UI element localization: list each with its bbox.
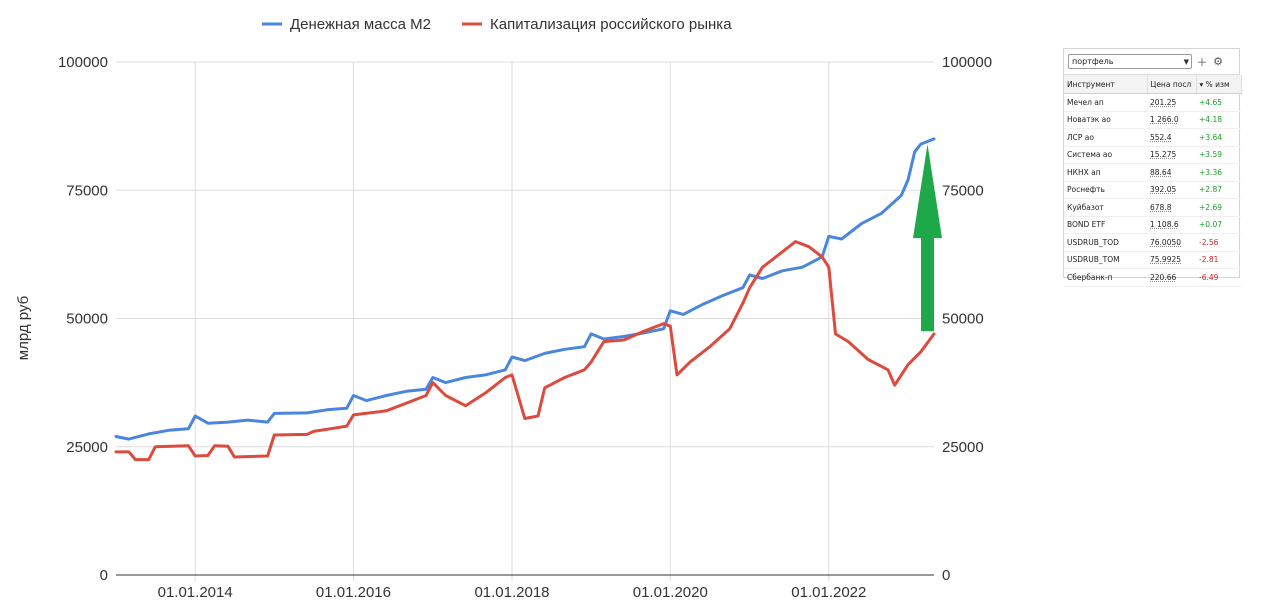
y-axis-label: млрд руб: [15, 296, 32, 360]
price-change: -2.81: [1196, 251, 1241, 269]
chevron-down-icon: ▼: [1183, 57, 1189, 66]
instrument-name: Куйбазот: [1064, 198, 1147, 217]
price-change: +4.18: [1196, 111, 1241, 129]
quotes-table: Инструмент Цена посл ▾ % изм Мечел ап 201…: [1064, 75, 1242, 287]
table-row[interactable]: BOND ETF 1 108.6 +0.07: [1064, 216, 1241, 234]
portfolio-select[interactable]: портфель ▼: [1068, 54, 1192, 69]
table-row[interactable]: ЛСР ао 552.4 +3.64: [1064, 128, 1241, 147]
last-price: 552.4: [1147, 128, 1196, 147]
table-row[interactable]: Роснефть 392.05 +2.87: [1064, 181, 1241, 199]
instrument-name: НКНХ ап: [1064, 163, 1147, 182]
x-tick-label: 01.01.2016: [316, 584, 391, 601]
instrument-name: Система ао: [1064, 146, 1147, 164]
line-chart: Денежная масса М2 Капитализация российско…: [15, 16, 992, 601]
column-header-instrument[interactable]: Инструмент: [1064, 75, 1148, 94]
x-tick-label: 01.01.2020: [633, 584, 708, 601]
legend-label: Капитализация российского рынка: [490, 16, 732, 33]
price-change: +4.65: [1196, 93, 1241, 112]
y-tick-label-right: 75000: [942, 182, 984, 199]
quotes-header-row: Инструмент Цена посл ▾ % изм: [1064, 75, 1242, 94]
price-change: +0.07: [1196, 216, 1241, 234]
table-row[interactable]: USDRUB_TOM 75.9925 -2.81: [1064, 251, 1241, 269]
last-price: 201.25: [1147, 93, 1196, 112]
y-tick-label-right: 50000: [942, 311, 984, 328]
portfolio-select-value: портфель: [1072, 57, 1114, 66]
last-price: 75.9925: [1147, 251, 1196, 269]
y-tick-label-left: 75000: [66, 182, 108, 199]
annotation-layer: [913, 144, 942, 332]
last-price: 1 108.6: [1147, 216, 1196, 234]
price-change: -6.49: [1196, 268, 1241, 287]
gear-icon[interactable]: ⚙: [1213, 55, 1223, 68]
instrument-name: Мечел ап: [1064, 93, 1147, 112]
last-price: 220.66: [1147, 268, 1196, 287]
y-tick-label-right: 25000: [942, 439, 984, 456]
x-tick-label: 01.01.2022: [791, 584, 866, 601]
price-change: +3.59: [1196, 146, 1241, 164]
instrument-name: Новатэк ао: [1064, 111, 1147, 129]
last-price: 678.8: [1147, 198, 1196, 217]
y-tick-label-left: 25000: [66, 439, 108, 456]
column-header-change-label: % изм: [1205, 79, 1230, 89]
price-change: +3.36: [1196, 163, 1241, 182]
price-change: +2.69: [1196, 198, 1241, 217]
y-tick-label-right: 0: [942, 567, 950, 584]
series-layer: [114, 137, 936, 462]
last-price: 392.05: [1147, 181, 1196, 199]
price-change: -2.56: [1196, 233, 1241, 252]
chart-axes: 0 0 25000 25000 50000 50000 75000 75000 100000 10…: [58, 54, 992, 601]
portfolio-widget: портфель ▼ ＋ ⚙ Инструмент Цена посл ▾ % …: [1063, 48, 1242, 287]
y-tick-label-left: 50000: [66, 311, 108, 328]
instrument-name: USDRUB_TOD: [1064, 233, 1147, 252]
instrument-name: USDRUB_TOM: [1064, 251, 1147, 269]
table-row[interactable]: Куйбазот 678.8 +2.69: [1064, 198, 1241, 217]
legend-label: Денежная масса М2: [290, 16, 431, 33]
up-arrow-annotation: [913, 144, 942, 332]
column-header-price[interactable]: Цена посл: [1147, 75, 1197, 94]
table-row[interactable]: Мечел ап 201.25 +4.65: [1064, 93, 1241, 112]
x-tick-label: 01.01.2014: [158, 584, 233, 601]
price-change: +3.64: [1196, 128, 1241, 147]
last-price: 15.275: [1147, 146, 1196, 164]
chart-grid: [116, 61, 934, 581]
instrument-name: BOND ETF: [1064, 216, 1147, 234]
table-row[interactable]: Новатэк ао 1 266.0 +4.18: [1064, 111, 1241, 129]
series-line-money-supply: [114, 137, 936, 441]
table-row[interactable]: НКНХ ап 88.64 +3.36: [1064, 163, 1241, 182]
column-header-change[interactable]: ▾ % изм: [1196, 75, 1242, 94]
table-row[interactable]: Сбербанк-п 220.66 -6.49: [1064, 268, 1241, 287]
instrument-name: ЛСР ао: [1064, 128, 1147, 147]
last-price: 76.0050: [1147, 233, 1196, 252]
y-tick-label-left: 100000: [58, 54, 108, 71]
instrument-name: Сбербанк-п: [1064, 268, 1147, 287]
x-tick-label: 01.01.2018: [474, 584, 549, 601]
table-row[interactable]: USDRUB_TOD 76.0050 -2.56: [1064, 233, 1241, 252]
widget-toolbar: портфель ▼ ＋ ⚙: [1064, 49, 1239, 75]
sort-desc-icon: ▾: [1199, 79, 1206, 89]
last-price: 88.64: [1147, 163, 1196, 182]
quotes-body: Мечел ап 201.25 +4.65 Новатэк ао 1 266.0 +4.1…: [1064, 93, 1241, 287]
price-change: +2.87: [1196, 181, 1241, 199]
y-tick-label-left: 0: [100, 567, 108, 584]
series-line-market-cap: [114, 240, 936, 462]
last-price: 1 266.0: [1147, 111, 1196, 129]
instrument-name: Роснефть: [1064, 181, 1147, 199]
y-tick-label-right: 100000: [942, 54, 992, 71]
chart-legend: Денежная масса М2 Капитализация российско…: [262, 16, 732, 33]
plus-icon[interactable]: ＋: [1196, 55, 1208, 69]
table-row[interactable]: Система ао 15.275 +3.59: [1064, 146, 1241, 164]
